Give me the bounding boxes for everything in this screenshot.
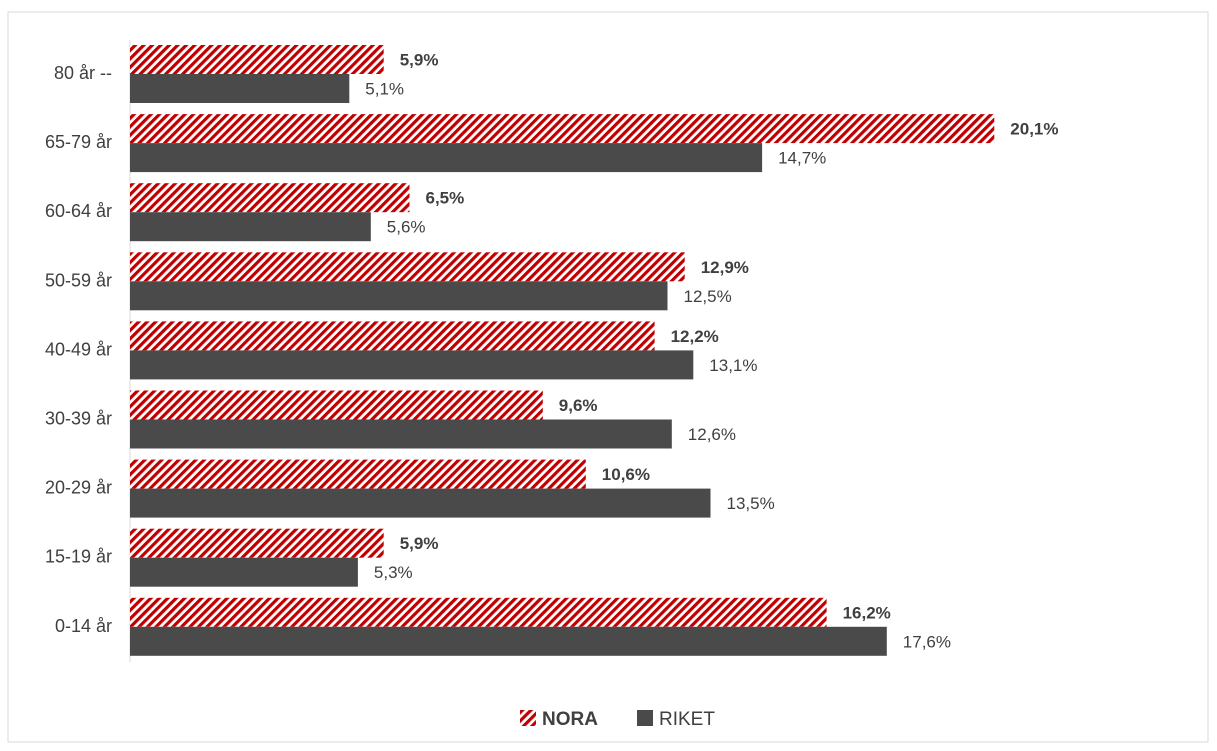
data-label-riket: 17,6% — [903, 632, 951, 651]
category-label: 0-14 år — [55, 616, 112, 636]
bar-riket — [130, 557, 358, 587]
data-label-nora: 5,9% — [400, 51, 439, 70]
bar-nora — [130, 390, 543, 420]
category-label: 80 år -- — [54, 63, 112, 83]
data-label-nora: 10,6% — [602, 465, 650, 484]
category-label: 30-39 år — [45, 409, 112, 429]
category-label: 65-79 år — [45, 132, 112, 152]
category-label: 20-29 år — [45, 478, 112, 498]
data-label-riket: 12,5% — [684, 287, 732, 306]
category-label: 40-49 år — [45, 339, 112, 359]
bar-riket — [130, 488, 711, 518]
data-label-riket: 13,5% — [727, 494, 775, 513]
bar-nora — [130, 597, 827, 627]
data-label-nora: 6,5% — [426, 189, 465, 208]
bar-riket — [130, 143, 763, 173]
bar-riket — [130, 74, 350, 103]
bar-nora — [130, 252, 685, 282]
data-label-nora: 12,2% — [671, 327, 719, 346]
category-label: 15-19 år — [45, 547, 112, 567]
legend: NORA RIKET — [520, 709, 715, 730]
bar-nora — [130, 528, 384, 558]
bar-nora — [130, 183, 410, 213]
data-label-nora: 9,6% — [559, 396, 598, 415]
data-label-nora: 20,1% — [1010, 120, 1058, 139]
data-label-riket: 5,6% — [387, 218, 426, 237]
bar-riket — [130, 626, 887, 656]
bar-nora — [130, 321, 655, 351]
data-label-riket: 13,1% — [709, 356, 757, 375]
bar-nora — [130, 114, 995, 144]
legend-swatch-riket — [637, 710, 653, 726]
legend-swatch-nora — [520, 710, 536, 726]
data-label-nora: 12,9% — [701, 258, 749, 277]
data-label-riket: 14,7% — [778, 149, 826, 168]
data-label-nora: 5,9% — [400, 534, 439, 553]
data-label-nora: 16,2% — [843, 603, 891, 622]
data-label-riket: 5,3% — [374, 563, 413, 582]
category-label: 50-59 år — [45, 270, 112, 290]
bar-nora — [130, 45, 384, 74]
bar-riket — [130, 212, 371, 242]
bar-riket — [130, 350, 694, 380]
bar-riket — [130, 419, 672, 449]
legend-label-riket: RIKET — [659, 709, 715, 730]
legend-label-nora: NORA — [542, 709, 598, 730]
bar-riket — [130, 281, 668, 311]
data-label-riket: 12,6% — [688, 425, 736, 444]
bar-nora — [130, 459, 586, 489]
data-label-riket: 5,1% — [365, 80, 404, 99]
category-label: 60-64 år — [45, 201, 112, 221]
